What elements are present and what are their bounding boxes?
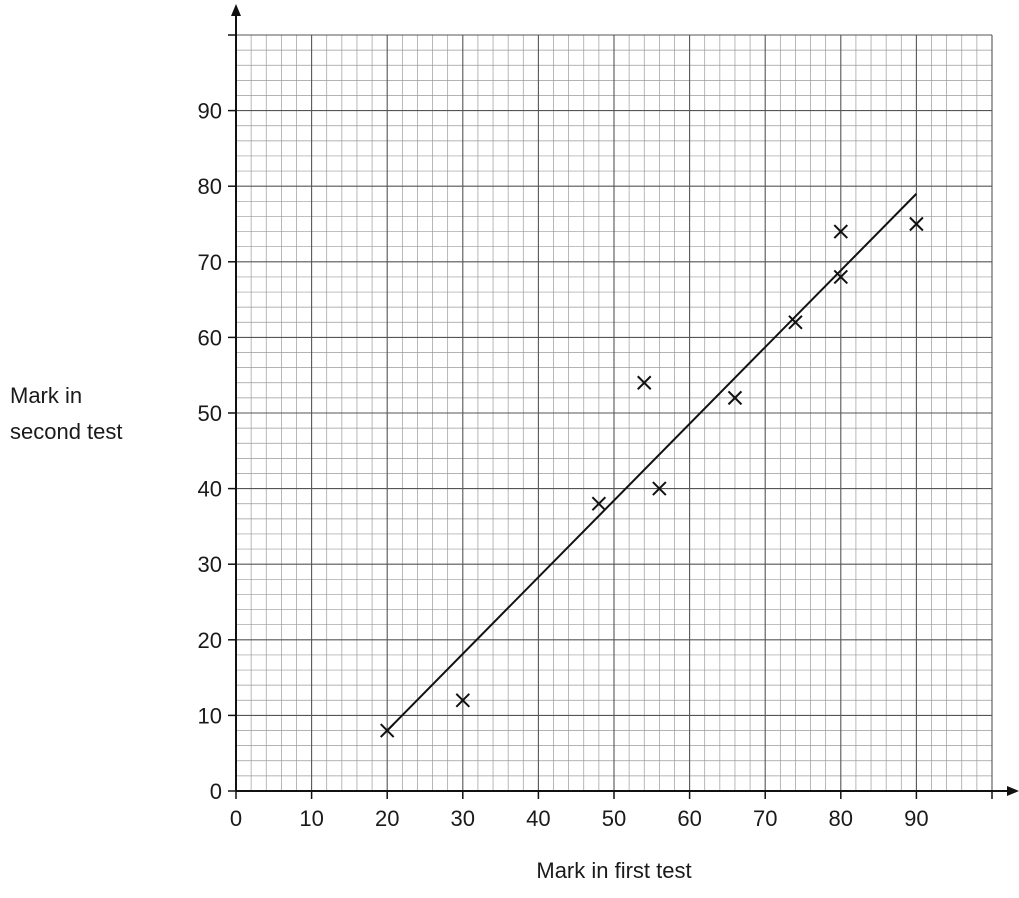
data-point — [833, 269, 849, 285]
y-tick-labels: 0 10 20 30 40 50 60 70 80 90 — [198, 99, 222, 804]
data-point-stroke — [788, 315, 803, 330]
y-tick-label: 20 — [198, 628, 222, 653]
x-tick-label: 90 — [904, 806, 928, 831]
x-axis-arrow — [1007, 786, 1019, 796]
data-point — [637, 375, 652, 390]
data-point — [833, 224, 849, 239]
major-grid — [235, 34, 993, 792]
y-axis-label-line-2: second test — [10, 419, 123, 444]
y-tick-label: 60 — [198, 325, 222, 350]
x-axis-label: Mark in first test — [536, 858, 691, 883]
y-tick-label: 10 — [198, 703, 222, 728]
data-point — [455, 693, 471, 708]
y-tick-label: 80 — [198, 174, 222, 199]
data-point — [788, 315, 803, 330]
x-tick-labels: 0 10 20 30 40 50 60 70 80 90 — [230, 806, 929, 831]
y-tick-label: 30 — [198, 552, 222, 577]
y-tick-label: 70 — [198, 250, 222, 275]
y-tick-label: 40 — [198, 477, 222, 502]
data-point — [727, 390, 743, 406]
y-axis-arrow — [231, 4, 241, 16]
data-point-stroke — [652, 481, 667, 496]
data-point-stroke — [637, 375, 652, 390]
line-of-best-fit-group — [386, 193, 918, 732]
data-point-stroke — [727, 390, 743, 406]
x-tick-label: 60 — [677, 806, 701, 831]
data-point-stroke — [455, 693, 471, 708]
x-tick-label: 40 — [526, 806, 550, 831]
data-points — [379, 216, 924, 738]
y-tick-label: 0 — [210, 779, 222, 804]
y-axis-label-line-1: Mark in — [10, 383, 82, 408]
axes — [228, 4, 1019, 799]
x-tick-label: 30 — [451, 806, 475, 831]
x-tick-label: 10 — [299, 806, 323, 831]
data-point-stroke — [909, 216, 924, 232]
data-point-stroke — [833, 224, 849, 239]
y-tick-label: 50 — [198, 401, 222, 426]
data-point-stroke — [591, 496, 607, 511]
line-of-best-fit — [386, 193, 918, 732]
data-point-stroke — [379, 723, 395, 738]
y-tick-label: 90 — [198, 99, 222, 124]
data-point-stroke — [833, 269, 849, 285]
x-tick-label: 80 — [829, 806, 853, 831]
data-point — [909, 216, 924, 232]
x-tick-label: 50 — [602, 806, 626, 831]
data-point — [652, 481, 667, 496]
data-point — [591, 496, 607, 511]
x-tick-label: 0 — [230, 806, 242, 831]
data-point — [379, 723, 395, 738]
x-tick-label: 20 — [375, 806, 399, 831]
x-tick-label: 70 — [753, 806, 777, 831]
